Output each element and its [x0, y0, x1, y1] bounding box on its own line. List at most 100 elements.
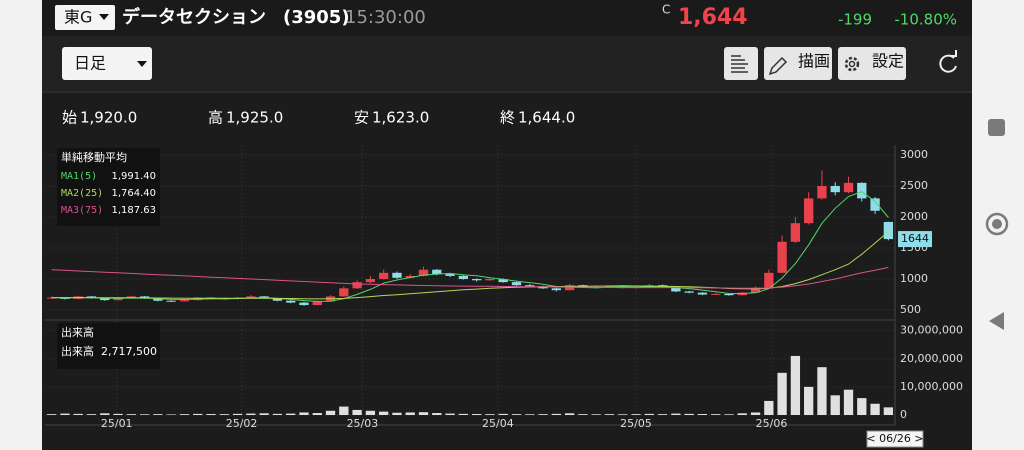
refresh-icon[interactable] — [939, 54, 957, 73]
candle-body — [126, 296, 136, 298]
change-pct: -10.80% — [894, 11, 957, 29]
volume-bar — [179, 414, 190, 415]
candle-body — [870, 198, 880, 211]
candle-body — [153, 298, 163, 301]
legend-title: 単純移動平均 — [61, 150, 127, 164]
volume-bar — [365, 410, 376, 415]
volume-bar — [711, 414, 721, 415]
legend-name: MA3(75) — [61, 205, 103, 216]
y-tick-label: 2500 — [900, 179, 928, 192]
candle-body — [498, 279, 508, 283]
nav-recents[interactable] — [988, 119, 1005, 136]
candle-body — [139, 296, 150, 299]
volume-bar — [418, 412, 429, 415]
candle-body — [471, 279, 482, 281]
dropdown-arrow — [99, 14, 109, 20]
gear-icon — [844, 56, 860, 72]
volume-bar — [206, 414, 216, 415]
layout-button[interactable] — [724, 47, 758, 80]
y-tick-label: 0 — [900, 408, 907, 421]
volume-bar — [379, 411, 389, 415]
volume-bar — [113, 413, 123, 415]
volume-bar — [618, 414, 628, 415]
candle-body — [511, 282, 522, 286]
period: 日足 — [74, 54, 106, 73]
nav-home-dot — [992, 219, 1002, 229]
volume-bar — [511, 414, 522, 415]
ma-line — [51, 266, 889, 289]
volume-bar — [246, 413, 256, 415]
volume-bar — [312, 413, 322, 415]
volume-bar — [764, 400, 774, 415]
list-icon — [731, 55, 748, 73]
candle-body — [432, 269, 442, 275]
volume-bar — [870, 403, 880, 415]
candle-body — [724, 293, 734, 296]
volume-bar — [551, 413, 561, 415]
candle-body — [711, 293, 721, 295]
candle-body — [365, 279, 376, 283]
y-tick-label: 1000 — [900, 272, 928, 285]
button-bg — [764, 47, 832, 80]
volume-bar — [830, 395, 840, 415]
y-tick-label: 3000 — [900, 148, 928, 161]
chart-area — [42, 92, 972, 450]
volume-bar — [405, 412, 415, 415]
candle-body — [804, 198, 814, 224]
candle-body — [671, 286, 681, 292]
settings-button[interactable]: 設定 — [838, 47, 906, 80]
volume-bar — [883, 407, 894, 415]
volume-bar — [737, 413, 747, 415]
candle-body — [352, 282, 362, 289]
price: 1,644 — [678, 5, 748, 30]
market-dropdown[interactable] — [55, 5, 115, 30]
ohlc-label: 安 — [354, 109, 369, 127]
volume-bar — [777, 372, 787, 415]
settings-label: 設定 — [872, 52, 904, 71]
volume-bar — [538, 414, 548, 415]
volume-bar — [286, 413, 296, 415]
candle-body — [551, 288, 561, 291]
x-tick-label: 25/02 — [226, 417, 258, 430]
candle-body — [525, 285, 535, 287]
volume-bar — [193, 413, 203, 415]
candle-body — [538, 286, 548, 289]
volume-bar — [219, 414, 229, 415]
period-dropdown[interactable] — [62, 47, 152, 80]
y-tick-label: 2000 — [900, 210, 928, 223]
volume-bar — [100, 413, 110, 415]
candle-body — [684, 291, 694, 293]
volume-bar — [392, 412, 402, 415]
nav-back[interactable] — [989, 312, 1004, 330]
volume-legend-name: 出来高 — [61, 344, 94, 358]
candle-body — [246, 296, 256, 298]
time: 15:30:00 — [345, 7, 426, 28]
candle-body — [883, 221, 894, 240]
volume-bar — [564, 413, 575, 415]
nav-home[interactable] — [985, 212, 1009, 236]
candle-body — [286, 300, 296, 303]
candle-body — [843, 182, 854, 193]
price-tag-bg — [898, 231, 932, 248]
ohlc-label: 始 — [62, 109, 77, 127]
candle-body — [46, 297, 57, 299]
x-tick-label: 25/05 — [620, 417, 652, 430]
draw-button[interactable]: 描画 — [764, 47, 832, 80]
x-tick-label: 25/04 — [482, 417, 514, 430]
volume-bar — [591, 414, 601, 415]
x-tick-label: 25/06 — [756, 417, 788, 430]
ohlc-value: 1,920.0 — [80, 109, 137, 127]
y-tick-label: 20,000,000 — [900, 352, 963, 365]
stock-code: (3905) — [283, 7, 350, 28]
candle-body — [445, 274, 455, 276]
volume-bar — [352, 409, 362, 415]
volume-bar — [498, 413, 508, 415]
volume-bar — [684, 413, 694, 415]
ma-line — [51, 191, 889, 302]
market: 東G — [64, 8, 92, 27]
volume-bar — [804, 386, 814, 415]
volume-bar — [46, 414, 57, 415]
ma-line — [51, 231, 889, 300]
gear-icon-center — [848, 60, 856, 68]
